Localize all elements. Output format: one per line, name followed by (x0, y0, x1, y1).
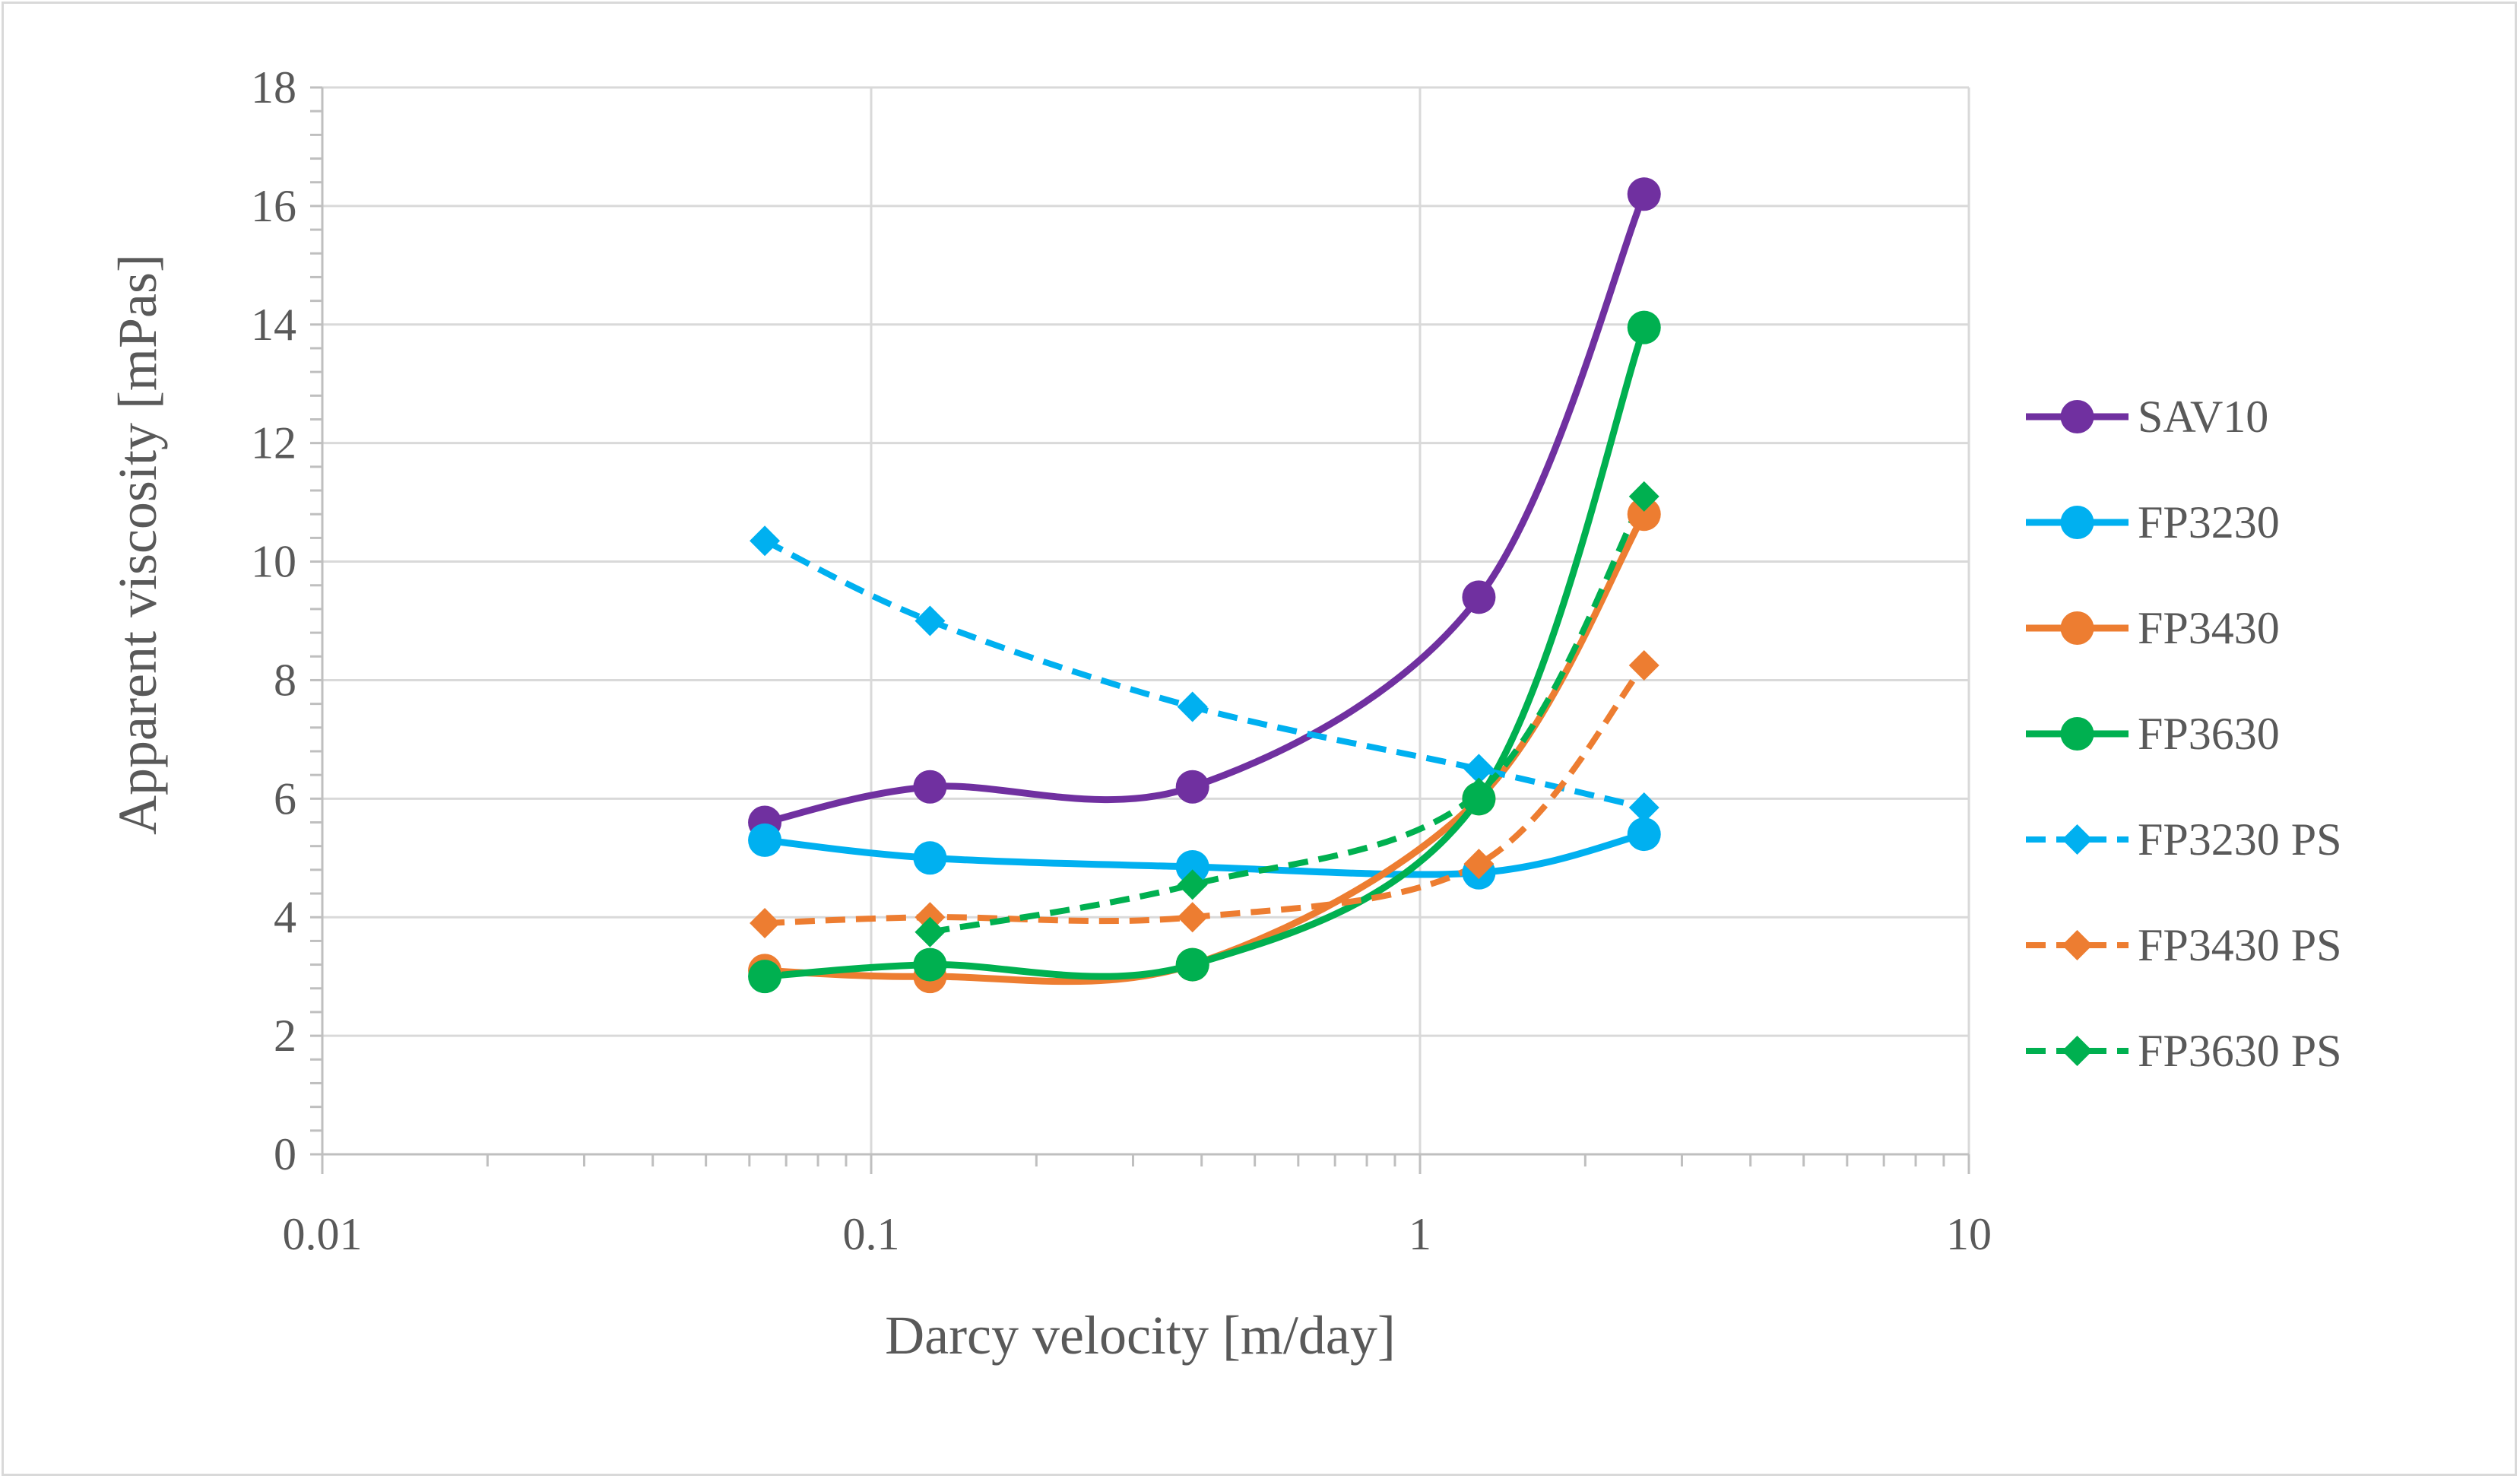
legend-label: FP3430 PS (2138, 920, 2341, 970)
legend-label: FP3630 (2138, 709, 2280, 759)
data-point-fp3230-ps (1628, 792, 1659, 824)
data-point-fp3430-ps (750, 908, 781, 939)
data-point-fp3230 (913, 841, 947, 875)
x-tick-label: 0.1 (843, 1209, 900, 1259)
data-point-fp3230-ps (750, 525, 781, 557)
y-tick-label: 6 (274, 773, 296, 824)
x-tick-label: 0.01 (283, 1209, 363, 1259)
y-tick-label: 18 (251, 62, 296, 113)
legend-label: FP3230 PS (2138, 814, 2341, 865)
legend-swatch-marker (2060, 611, 2094, 645)
legend-item-fp3630: FP3630 (2026, 709, 2280, 759)
y-tick-label: 8 (274, 655, 296, 705)
series-line-fp3230-ps (763, 538, 1645, 811)
data-point-sav10 (1175, 770, 1209, 804)
data-point-fp3230 (1627, 817, 1661, 852)
data-point-fp3430-ps (1177, 902, 1208, 933)
data-point-sav10 (1462, 580, 1496, 614)
x-tick-label: 1 (1409, 1209, 1431, 1259)
legend-label: FP3630 PS (2138, 1026, 2341, 1076)
data-point-fp3630 (913, 947, 947, 982)
legend-swatch-marker (2062, 1036, 2093, 1066)
data-point-fp3430-ps (1628, 649, 1659, 681)
data-point-fp3430-ps (1463, 849, 1495, 880)
y-tick-label: 14 (251, 300, 296, 350)
data-point-fp3230-ps (1177, 691, 1208, 722)
legend-item-fp3630-ps: FP3630 PS (2026, 1026, 2341, 1076)
legend-item-fp3430: FP3430 (2026, 603, 2280, 653)
x-tick-label: 10 (1946, 1209, 1992, 1259)
y-tick-label: 0 (274, 1129, 296, 1179)
y-tick-label: 10 (251, 537, 296, 587)
legend-swatch-marker (2060, 400, 2094, 433)
data-point-fp3630-ps (1177, 869, 1208, 900)
grid-lines (322, 86, 1970, 1154)
y-tick-label: 12 (251, 418, 296, 468)
data-point-fp3230 (1175, 849, 1209, 884)
data-point-fp3630 (1175, 947, 1209, 982)
data-point-fp3630-ps (914, 916, 946, 947)
legend-item-fp3230: FP3230 (2026, 497, 2280, 547)
legend-label: FP3430 (2138, 603, 2280, 653)
legend: SAV10 FP3230 FP3430 FP3630 FP3230 PS FP3430 P… (2026, 392, 2341, 1076)
data-point-sav10 (913, 770, 947, 804)
data-point-fp3230-ps (914, 605, 946, 636)
data-point-fp3430 (1627, 497, 1661, 532)
series-line-sav10 (764, 192, 1647, 826)
legend-label: FP3230 (2138, 497, 2280, 547)
legend-item-fp3430-ps: FP3430 PS (2026, 920, 2341, 970)
x-axis-title: Darcy velocity [m/day] (885, 1305, 1396, 1366)
legend-swatch-marker (2060, 717, 2094, 751)
series-markers (748, 177, 1661, 994)
data-point-fp3630-ps (1463, 777, 1495, 808)
series-line-fp3430-ps (764, 663, 1647, 927)
series-line-fp3630-ps (929, 494, 1647, 935)
legend-label: SAV10 (2138, 392, 2268, 442)
data-point-fp3630-ps (1628, 481, 1659, 512)
legend-item-fp3230-ps: FP3230 PS (2026, 814, 2341, 865)
data-point-fp3630 (1627, 310, 1661, 344)
data-point-fp3230 (748, 823, 782, 857)
axes: 0 2 4 6 8 10 12 14 16 18 0.01 0.1 1 10 (251, 62, 1992, 1259)
y-tick-label: 16 (251, 181, 296, 231)
legend-item-sav10: SAV10 (2026, 392, 2268, 442)
legend-swatch-marker (2060, 506, 2094, 539)
y-tick-label: 4 (274, 892, 296, 942)
legend-swatch-marker (2062, 824, 2093, 855)
data-point-fp3630 (748, 960, 782, 994)
legend-swatch-marker (2062, 930, 2093, 960)
y-axis-title: Apparent viscosity [mPas] (107, 254, 168, 835)
series-line-fp3430 (764, 512, 1647, 985)
y-tick-label: 2 (274, 1011, 296, 1061)
data-point-sav10 (1627, 177, 1661, 211)
data-point-fp3230-ps (1463, 754, 1495, 785)
